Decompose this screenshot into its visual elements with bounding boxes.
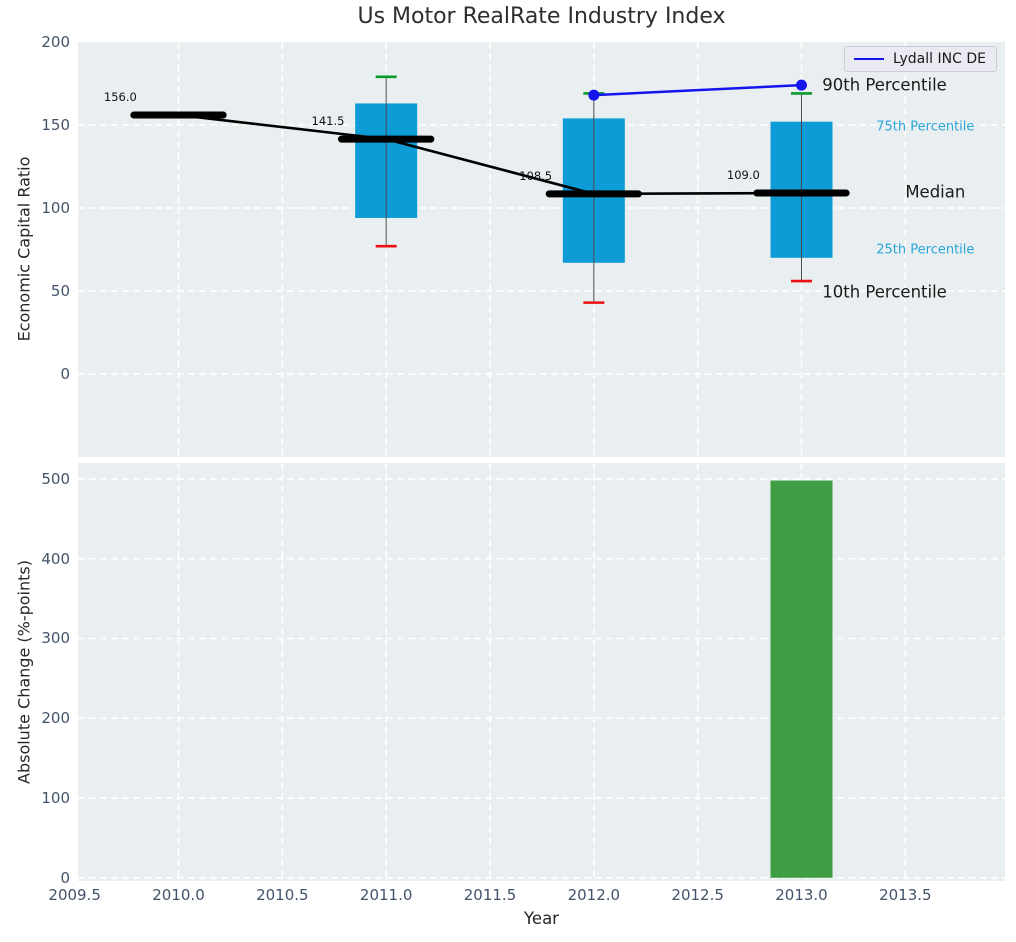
- y-tick-label: 200: [41, 33, 70, 51]
- y-tick-label: 150: [41, 116, 70, 134]
- percentile-label: 25th Percentile: [876, 242, 975, 258]
- bottom-y-axis-label: Absolute Change (%-points): [14, 560, 34, 784]
- company-marker-2012: [588, 89, 600, 101]
- x-tick-label: 2012.0: [567, 886, 621, 904]
- x-tick-label: 2010.0: [152, 886, 205, 904]
- percentile-label: 10th Percentile: [822, 282, 947, 302]
- y-tick-label: 100: [41, 199, 70, 217]
- bottom-plot-area: [78, 463, 1005, 881]
- percentile-label: Median: [905, 182, 966, 202]
- legend-label: Lydall INC DE: [893, 51, 986, 67]
- x-tick-label: 2012.5: [671, 886, 724, 904]
- median-value-annotation: 109.0: [726, 167, 760, 182]
- y-tick-label: 500: [41, 469, 70, 488]
- x-tick-label: 2011.0: [359, 886, 413, 904]
- top-y-axis-label: Economic Capital Ratio: [14, 156, 34, 342]
- x-tick-label: 2013.0: [775, 886, 828, 904]
- change-bar-2013: [770, 480, 833, 878]
- company-line: [593, 83, 802, 97]
- bot-plot-canvas: [78, 463, 1005, 881]
- y-tick-label: 0: [60, 868, 70, 887]
- y-tick-label: 0: [60, 365, 70, 383]
- y-tick-label: 200: [41, 709, 70, 728]
- x-tick-label: 2010.5: [256, 886, 309, 904]
- chart-title: Us Motor RealRate Industry Index: [357, 4, 726, 29]
- median-value-annotation: 108.5: [519, 168, 553, 183]
- y-tick-label: 100: [41, 789, 70, 808]
- percentile-label: 75th Percentile: [876, 119, 975, 135]
- x-tick-label: 2011.5: [463, 886, 517, 904]
- y-tick-label: 400: [41, 549, 70, 568]
- median-value-annotation: 156.0: [103, 89, 137, 104]
- top-plot-canvas: [78, 42, 1005, 457]
- x-tick-label: 2009.5: [48, 886, 101, 904]
- top-plot-area: 156.0 141.5 108.5 109.0 90th Percentile 75th …: [78, 42, 1005, 457]
- legend-line-sample-icon: [854, 58, 884, 60]
- y-tick-label: 50: [50, 282, 70, 300]
- median-trend-line: [178, 113, 802, 196]
- x-axis-label: Year: [524, 909, 559, 928]
- x-tick-label: 2013.5: [879, 886, 932, 904]
- median-value-annotation: 141.5: [311, 113, 345, 128]
- legend: Lydall INC DE: [844, 46, 997, 72]
- company-marker-2013: [795, 79, 807, 91]
- percentile-label: 90th Percentile: [822, 75, 947, 95]
- y-tick-label: 300: [41, 629, 70, 648]
